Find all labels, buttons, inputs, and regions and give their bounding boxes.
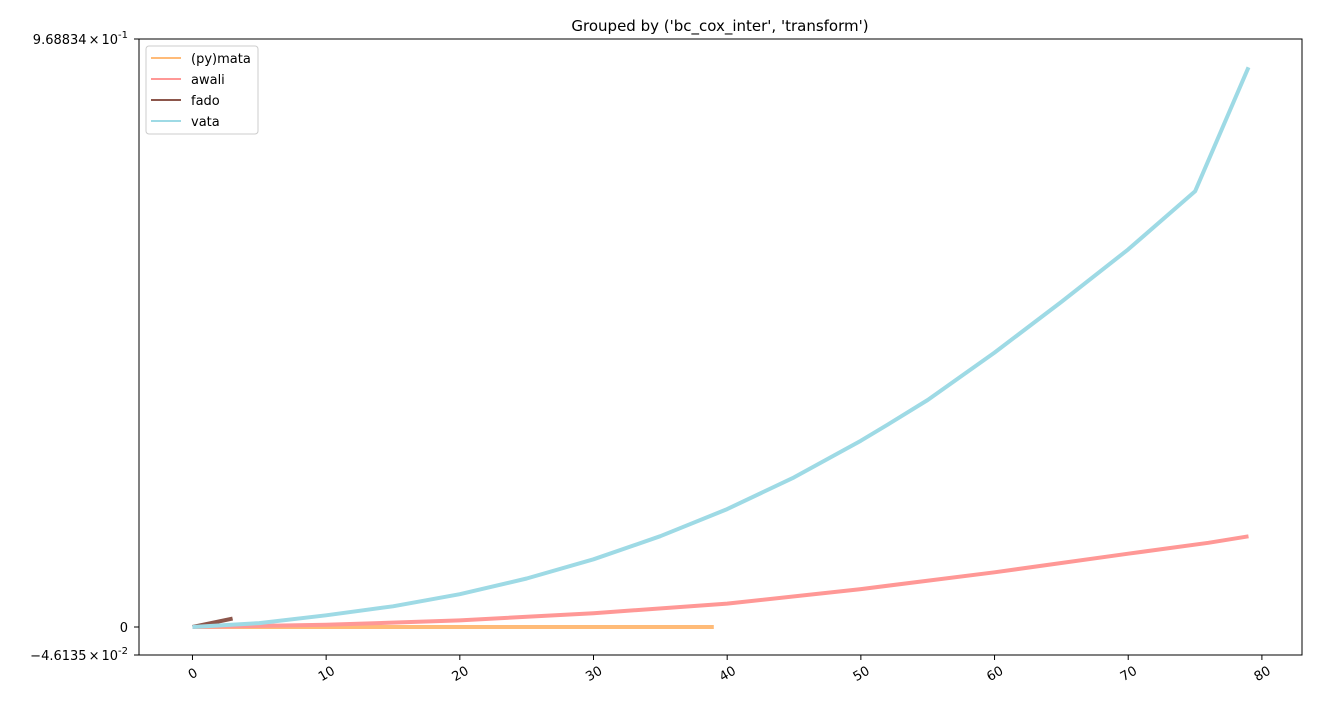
x-tick-label-10: 10	[316, 664, 338, 685]
series-layer	[192, 66, 1251, 629]
plot-area	[138, 38, 1303, 656]
legend: (py)mata awali fado vata	[145, 45, 259, 135]
y-tick-label-top: 9.68834 × 10-1	[33, 30, 128, 48]
y-top-mantissa: 9.68834	[33, 33, 87, 48]
x-tick-label-20: 20	[450, 664, 472, 685]
legend-label-vata: vata	[191, 115, 220, 130]
legend-label-awali: awali	[191, 73, 225, 88]
y-axis: 9.68834 × 10-1 0 −4.6135 × 10-2	[30, 30, 139, 664]
x-tick-label-40: 40	[717, 664, 739, 685]
y-top-times: ×	[89, 33, 100, 48]
x-tick-label-50: 50	[851, 664, 873, 685]
y-bottom-mantissa: −4.6135	[30, 649, 86, 664]
y-tick-label-zero: 0	[120, 621, 128, 636]
plot-frame	[138, 38, 1303, 656]
series-line-vata	[192, 66, 1251, 629]
x-tick-label-0: 0	[186, 666, 201, 683]
y-top-exponent: -1	[118, 30, 128, 41]
legend-label-fado: fado	[191, 94, 220, 109]
series-line-awali	[192, 534, 1249, 629]
chart-title: Grouped by ('bc_cox_inter', 'transform')	[571, 17, 868, 36]
x-axis: 0 10 20 30 40 50 60 70 80	[186, 655, 1274, 685]
x-tick-label-30: 30	[583, 664, 605, 685]
legend-label-pymata: (py)mata	[191, 52, 251, 67]
y-top-base: 10	[101, 33, 118, 48]
y-bottom-exponent: -2	[118, 646, 128, 657]
legend-box	[145, 45, 259, 135]
y-bottom-base: 10	[101, 649, 118, 664]
x-tick-label-60: 60	[984, 664, 1006, 685]
x-tick-label-80: 80	[1252, 664, 1274, 685]
y-bottom-times: ×	[89, 649, 100, 664]
x-tick-label-70: 70	[1118, 664, 1140, 685]
y-tick-label-bottom: −4.6135 × 10-2	[30, 646, 128, 664]
